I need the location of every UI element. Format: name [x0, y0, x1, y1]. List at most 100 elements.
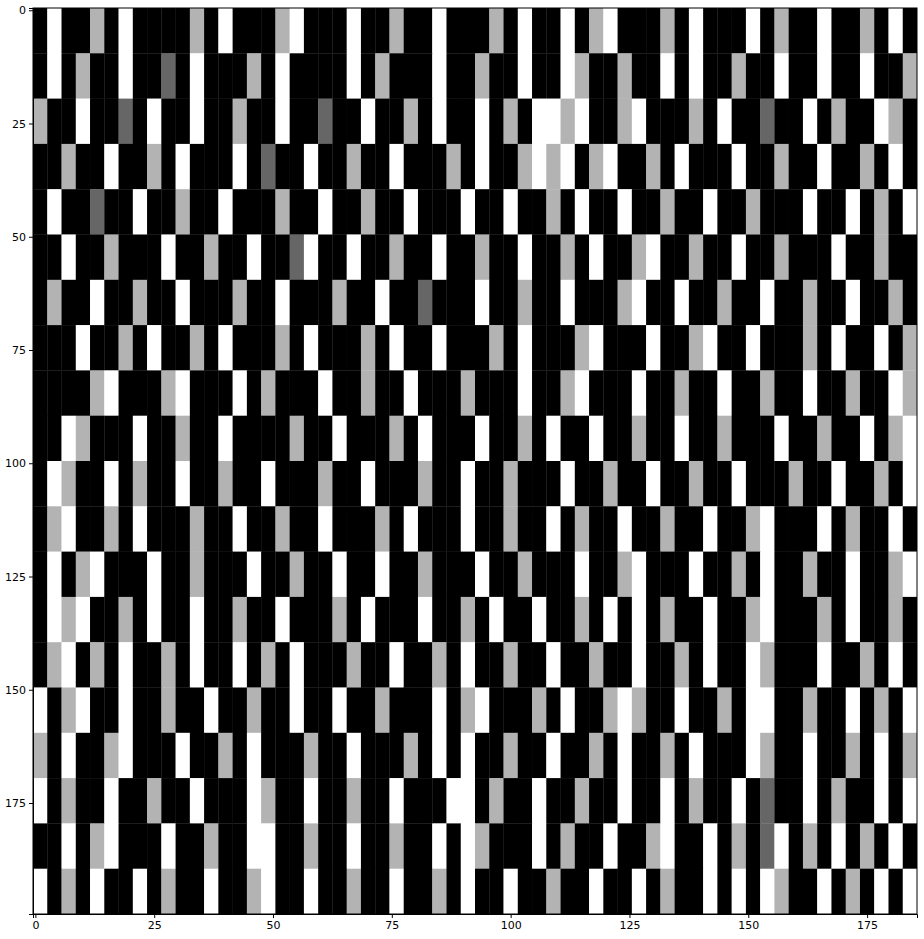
- cell: [532, 370, 547, 416]
- cell: [218, 506, 233, 552]
- cell: [746, 506, 761, 552]
- cell: [561, 8, 576, 54]
- cell: [760, 733, 775, 779]
- cell: [618, 370, 633, 416]
- cell: [275, 597, 290, 643]
- cell: [204, 280, 219, 326]
- cell: [846, 823, 861, 869]
- cell: [703, 597, 718, 643]
- cell: [632, 189, 647, 235]
- cell: [332, 280, 347, 326]
- cell: [774, 8, 789, 54]
- cell: [504, 597, 519, 643]
- cell: [432, 99, 447, 145]
- cell: [147, 688, 162, 734]
- cell: [817, 235, 832, 281]
- cell: [888, 823, 903, 869]
- cell: [290, 280, 305, 326]
- cell: [176, 370, 191, 416]
- cell: [632, 642, 647, 688]
- cell: [518, 280, 533, 326]
- cell: [874, 144, 889, 190]
- cell: [732, 53, 747, 99]
- tick-mark: [511, 914, 512, 918]
- cell: [903, 53, 917, 99]
- cell: [404, 461, 419, 507]
- cell: [675, 461, 690, 507]
- cell: [860, 144, 875, 190]
- cell: [532, 552, 547, 598]
- cell: [888, 778, 903, 824]
- cell: [589, 552, 604, 598]
- axis-line: [34, 915, 918, 919]
- cell: [803, 688, 818, 734]
- cell: [104, 144, 119, 190]
- cell: [347, 325, 362, 371]
- cell: [76, 325, 91, 371]
- cell: [90, 53, 105, 99]
- cell: [860, 99, 875, 145]
- cell: [218, 325, 233, 371]
- cell: [446, 597, 461, 643]
- cell: [176, 280, 191, 326]
- cell: [575, 733, 590, 779]
- cell: [603, 869, 618, 914]
- cell: [760, 642, 775, 688]
- cell: [846, 416, 861, 462]
- cell: [618, 280, 633, 326]
- cell: [903, 280, 917, 326]
- cell: [732, 99, 747, 145]
- cell: [660, 370, 675, 416]
- cell: [675, 416, 690, 462]
- cell: [218, 99, 233, 145]
- cell: [589, 53, 604, 99]
- cell: [489, 235, 504, 281]
- cell: [418, 642, 433, 688]
- cell: [347, 144, 362, 190]
- cell: [104, 506, 119, 552]
- cell: [504, 235, 519, 281]
- cell: [375, 189, 390, 235]
- cell: [247, 189, 262, 235]
- cell: [532, 416, 547, 462]
- cell: [176, 597, 191, 643]
- tick-mark: [273, 914, 274, 918]
- cell: [233, 99, 248, 145]
- cell: [233, 189, 248, 235]
- cell: [275, 688, 290, 734]
- cell: [831, 189, 846, 235]
- cell: [204, 823, 219, 869]
- cell: [432, 869, 447, 914]
- cell: [546, 280, 561, 326]
- cell: [304, 733, 319, 779]
- cell: [689, 235, 704, 281]
- cell: [703, 53, 718, 99]
- cell: [561, 325, 576, 371]
- cell: [332, 370, 347, 416]
- cell: [546, 235, 561, 281]
- cell: [147, 552, 162, 598]
- cell: [432, 552, 447, 598]
- cell: [247, 8, 262, 54]
- cell: [504, 823, 519, 869]
- cell: [446, 823, 461, 869]
- cell: [161, 144, 176, 190]
- cell: [318, 280, 333, 326]
- cell: [104, 552, 119, 598]
- cell: [204, 597, 219, 643]
- cell: [874, 370, 889, 416]
- tick-label: 150: [738, 919, 759, 932]
- cell: [504, 280, 519, 326]
- cell: [489, 416, 504, 462]
- cell: [732, 235, 747, 281]
- cell: [732, 461, 747, 507]
- cell: [746, 778, 761, 824]
- cell: [90, 597, 105, 643]
- cell: [247, 144, 262, 190]
- cell: [290, 642, 305, 688]
- cell: [62, 552, 77, 598]
- cell: [789, 53, 804, 99]
- cell: [703, 144, 718, 190]
- cell: [532, 642, 547, 688]
- cell: [389, 642, 404, 688]
